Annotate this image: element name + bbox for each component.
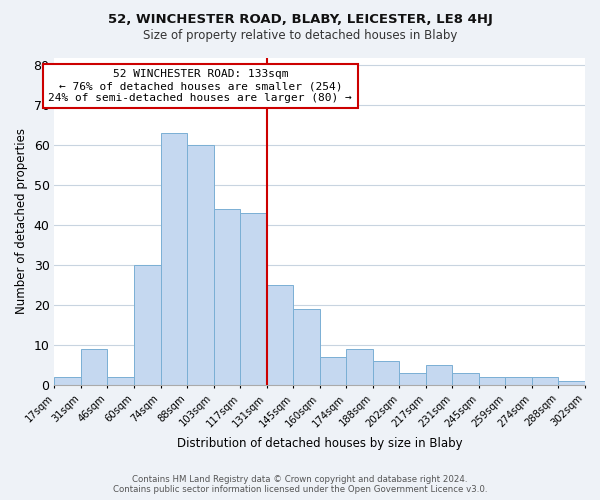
Bar: [532, 378, 559, 386]
Bar: [479, 378, 505, 386]
Text: Contains HM Land Registry data © Crown copyright and database right 2024.
Contai: Contains HM Land Registry data © Crown c…: [113, 474, 487, 494]
Bar: [346, 350, 373, 386]
Bar: [505, 378, 532, 386]
Bar: [293, 310, 320, 386]
Bar: [134, 266, 161, 386]
Bar: [266, 286, 293, 386]
Bar: [214, 210, 240, 386]
Text: Size of property relative to detached houses in Blaby: Size of property relative to detached ho…: [143, 29, 457, 42]
X-axis label: Distribution of detached houses by size in Blaby: Distribution of detached houses by size …: [177, 437, 463, 450]
Y-axis label: Number of detached properties: Number of detached properties: [15, 128, 28, 314]
Bar: [320, 358, 346, 386]
Bar: [187, 146, 214, 386]
Bar: [426, 366, 452, 386]
Bar: [240, 214, 266, 386]
Bar: [399, 374, 426, 386]
Bar: [55, 378, 81, 386]
Bar: [81, 350, 107, 386]
Bar: [161, 134, 187, 386]
Bar: [452, 374, 479, 386]
Text: 52 WINCHESTER ROAD: 133sqm
← 76% of detached houses are smaller (254)
24% of sem: 52 WINCHESTER ROAD: 133sqm ← 76% of deta…: [49, 70, 352, 102]
Bar: [373, 362, 399, 386]
Text: 52, WINCHESTER ROAD, BLABY, LEICESTER, LE8 4HJ: 52, WINCHESTER ROAD, BLABY, LEICESTER, L…: [107, 12, 493, 26]
Bar: [107, 378, 134, 386]
Bar: [559, 382, 585, 386]
